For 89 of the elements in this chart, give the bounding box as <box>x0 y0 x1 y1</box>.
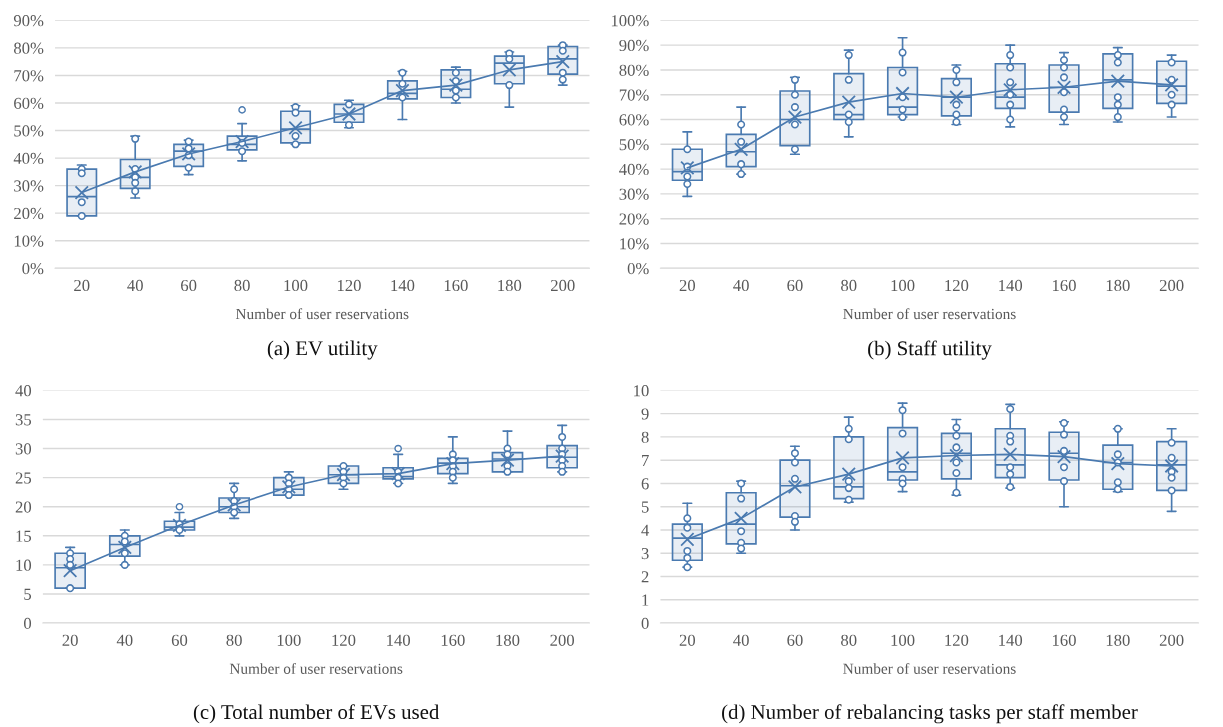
y-tick-label: 20% <box>14 207 44 220</box>
y-tick-label: 70% <box>14 70 44 82</box>
y-tick-label: 0 <box>641 617 649 629</box>
x-tick-label: 100 <box>891 634 915 646</box>
x-tick-label: 120 <box>945 279 969 292</box>
x-tick-label: 120 <box>332 634 356 646</box>
y-tick-label: 30% <box>14 180 44 192</box>
text: (a) EV utility <box>267 340 378 360</box>
y-tick-label: 5 <box>24 588 32 600</box>
y-tick-label: 20% <box>619 213 649 225</box>
y-tick-label: 9 <box>641 408 649 420</box>
y-tick-label: 60% <box>619 114 649 126</box>
x-tick-label: 200 <box>1159 634 1184 646</box>
text: (d) Number of rebalancing tasks per staff member <box>722 704 1138 724</box>
y-tick-label: 15 <box>16 530 32 542</box>
x-tick-label: 40 <box>116 634 133 646</box>
x-tick-label: 160 <box>1052 634 1076 646</box>
y-tick-label: 40% <box>13 152 44 165</box>
y-tick-label: 30 <box>15 443 32 455</box>
x-tick-label: 200 <box>1159 279 1184 292</box>
x-axis-title: Number of user reservations <box>843 663 1016 674</box>
y-tick-label: 4 <box>641 524 650 536</box>
x-tick-label: 160 <box>444 279 468 292</box>
y-tick-label: 35 <box>15 414 32 426</box>
y-tick-label: 30% <box>619 188 649 200</box>
y-tick-label: 90% <box>13 15 44 27</box>
x-tick-label: 20 <box>679 634 696 646</box>
y-tick-label: 1 <box>642 594 649 606</box>
y-tick-label: 80% <box>14 42 44 54</box>
y-tick-label: 60% <box>14 97 44 109</box>
x-tick-label: 60 <box>181 279 197 292</box>
y-tick-label: 80% <box>619 64 649 76</box>
y-tick-label: 8 <box>641 431 649 443</box>
x-tick-label: 60 <box>171 634 188 646</box>
x-tick-label: 180 <box>1106 634 1130 646</box>
y-tick-label: 40% <box>619 163 649 176</box>
x-axis-title: Number of user reservations <box>229 663 403 674</box>
y-tick-label: 10% <box>14 235 44 247</box>
x-tick-label: 100 <box>284 279 308 292</box>
x-tick-label: 180 <box>496 634 520 646</box>
x-tick-label: 100 <box>277 634 301 646</box>
x-tick-label: 140 <box>391 279 415 292</box>
y-tick-label: 50% <box>14 125 44 137</box>
y-tick-label: 2 <box>641 571 649 583</box>
x-axis-title: Number of user reservations <box>843 308 1016 320</box>
x-tick-label: 140 <box>999 634 1023 646</box>
text: (b) Staff utility <box>868 340 992 360</box>
x-tick-label: 80 <box>841 279 857 292</box>
x-tick-label: 20 <box>679 279 696 292</box>
x-tick-label: 180 <box>1106 279 1130 292</box>
y-tick-label: 10 <box>16 559 32 571</box>
y-tick-label: 3 <box>641 547 649 560</box>
y-tick-label: 100% <box>611 15 649 27</box>
y-tick-label: 90% <box>619 39 649 52</box>
x-tick-label: 100 <box>891 279 915 292</box>
x-tick-label: 120 <box>337 279 361 292</box>
x-tick-label: 80 <box>841 634 857 646</box>
x-tick-label: 40 <box>733 634 749 646</box>
y-tick-label: 6 <box>641 478 649 490</box>
y-tick-label: 5 <box>641 501 649 513</box>
y-tick-label: 0% <box>22 262 44 275</box>
y-tick-label: 10 <box>634 385 649 397</box>
x-tick-label: 180 <box>498 279 522 292</box>
x-tick-label: 160 <box>1052 279 1076 292</box>
y-tick-label: 10% <box>620 238 649 250</box>
y-tick-label: 0 <box>24 617 32 629</box>
x-tick-label: 200 <box>550 634 575 646</box>
x-tick-label: 40 <box>127 279 143 292</box>
y-tick-label: 0% <box>627 262 649 275</box>
x-tick-label: 140 <box>387 634 411 646</box>
x-axis-title: Number of user reservations <box>235 308 409 320</box>
x-tick-label: 60 <box>787 279 803 292</box>
x-tick-label: 80 <box>234 279 250 292</box>
y-tick-label: 25 <box>15 472 32 484</box>
x-tick-label: 40 <box>733 279 749 292</box>
y-tick-label: 7 <box>642 455 649 466</box>
x-tick-label: 20 <box>74 279 90 292</box>
text: (c) Total number of EVs used <box>193 704 440 724</box>
x-tick-label: 140 <box>999 279 1023 292</box>
x-tick-label: 120 <box>945 634 969 646</box>
x-tick-label: 20 <box>62 634 78 646</box>
x-tick-label: 160 <box>441 634 465 646</box>
x-tick-label: 80 <box>226 634 242 646</box>
y-tick-label: 70% <box>619 89 649 101</box>
x-tick-label: 60 <box>787 634 803 646</box>
y-tick-label: 50% <box>619 139 649 151</box>
y-tick-label: 20 <box>15 501 32 513</box>
x-tick-label: 200 <box>551 279 575 292</box>
y-tick-label: 40 <box>15 385 32 397</box>
